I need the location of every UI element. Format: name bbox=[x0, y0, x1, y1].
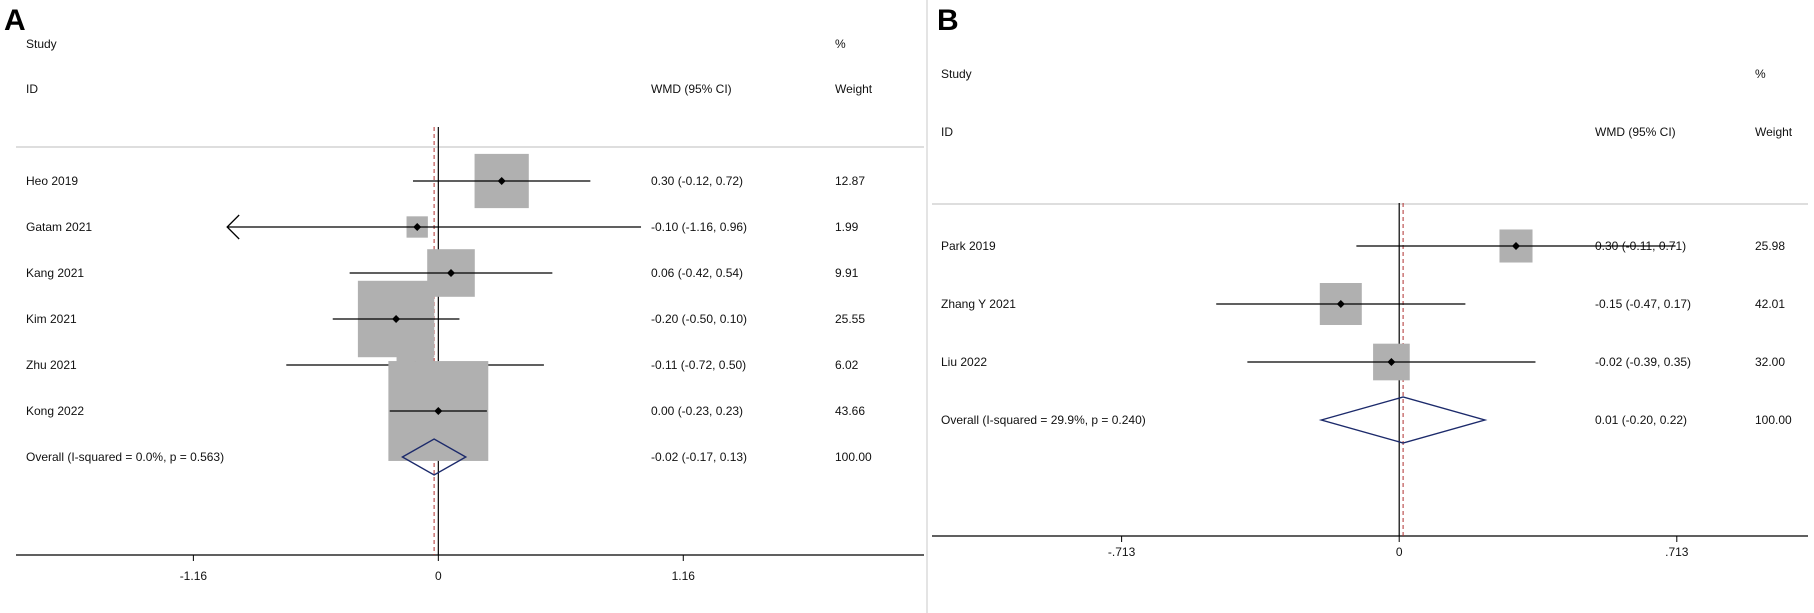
panel-a-study-label: Heo 2019 bbox=[26, 174, 78, 188]
panel-b-tick-label: -.713 bbox=[1108, 545, 1136, 559]
panel-a-study-ci: -0.11 (-0.72, 0.50) bbox=[651, 358, 746, 372]
panel-a-study-label: Kang 2021 bbox=[26, 266, 84, 280]
panel-b-header-effect: WMD (95% CI) bbox=[1595, 125, 1676, 139]
panel-a-overall-ci: -0.02 (-0.17, 0.13) bbox=[651, 450, 747, 464]
panel-b-study-label: Liu 2022 bbox=[941, 355, 987, 369]
panel-a-study-ci: 0.06 (-0.42, 0.54) bbox=[651, 266, 743, 280]
panel-a-point-estimate bbox=[434, 407, 443, 415]
panel-b-overall-diamond bbox=[1318, 396, 1488, 444]
panel-a-header-weight: Weight bbox=[835, 82, 873, 96]
panel-b-study-weight: 42.01 bbox=[1755, 297, 1785, 311]
panel-b-study-label: Park 2019 bbox=[941, 239, 996, 253]
panel-b-tick-label: 0 bbox=[1396, 545, 1403, 559]
panel-b-overall-label: Overall (I-squared = 29.9%, p = 0.240) bbox=[941, 413, 1146, 427]
panel-a-study-weight: 12.87 bbox=[835, 174, 865, 188]
panel-b-overall-weight: 100.00 bbox=[1755, 413, 1792, 427]
panel-b-point-estimate bbox=[1387, 358, 1396, 366]
panel-a-point-estimate bbox=[392, 315, 401, 323]
panel-a-study-label: Kong 2022 bbox=[26, 404, 84, 418]
panel-a-study-weight: 43.66 bbox=[835, 404, 865, 418]
panel-b: B Study ID WMD (95% CI) % Weight -.713 0.… bbox=[932, 4, 1808, 559]
panel-a-study-label: Kim 2021 bbox=[26, 312, 77, 326]
panel-b-study-ci: -0.15 (-0.47, 0.17) bbox=[1595, 297, 1691, 311]
panel-b-study-weight: 32.00 bbox=[1755, 355, 1785, 369]
panel-a-tick-label: 1.16 bbox=[672, 569, 696, 583]
panel-a-study-ci: 0.30 (-0.12, 0.72) bbox=[651, 174, 743, 188]
panel-b-study-ci: -0.02 (-0.39, 0.35) bbox=[1595, 355, 1691, 369]
panel-a-point-estimate bbox=[446, 269, 455, 277]
panel-a-overall-label: Overall (I-squared = 0.0%, p = 0.563) bbox=[26, 450, 224, 464]
panel-b-point-estimate bbox=[1336, 300, 1345, 308]
panel-b-header-id: ID bbox=[941, 125, 953, 139]
panel-b-letter: B bbox=[937, 4, 959, 37]
panel-a-header-id: ID bbox=[26, 82, 38, 96]
panel-a-study-weight: 9.91 bbox=[835, 266, 859, 280]
panel-a-study-ci: -0.10 (-1.16, 0.96) bbox=[651, 220, 747, 234]
panel-a-study-ci: 0.00 (-0.23, 0.23) bbox=[651, 404, 743, 418]
panel-a-study-label: Gatam 2021 bbox=[26, 220, 92, 234]
panel-a-point-estimate bbox=[413, 223, 422, 231]
panel-a-study-weight: 1.99 bbox=[835, 220, 859, 234]
panel-a-overall-diamond bbox=[401, 438, 468, 476]
panel-b-overall-ci: 0.01 (-0.20, 0.22) bbox=[1595, 413, 1687, 427]
panel-b-header-pct: % bbox=[1755, 67, 1766, 81]
panel-a-header-effect: WMD (95% CI) bbox=[651, 82, 732, 96]
panel-a: A Study ID WMD (95% CI) % Weight -1.16 0 1… bbox=[4, 4, 924, 583]
panel-a-study-label: Zhu 2021 bbox=[26, 358, 77, 372]
panel-a-study-ci: -0.20 (-0.50, 0.10) bbox=[651, 312, 747, 326]
panel-a-point-estimate bbox=[497, 177, 506, 185]
panel-b-study-weight: 25.98 bbox=[1755, 239, 1785, 253]
panel-a-overall-weight: 100.00 bbox=[835, 450, 872, 464]
panel-a-header-study: Study bbox=[26, 37, 57, 51]
panel-a-plot: -1.16 0 1.16 Heo 2019 0.30 (-0.12, 0.72) 12.8… bbox=[26, 127, 872, 583]
panel-a-tick-label: 0 bbox=[435, 569, 442, 583]
panel-a-letter: A bbox=[4, 4, 26, 37]
panel-a-study-weight: 6.02 bbox=[835, 358, 859, 372]
panel-a-header-pct: % bbox=[835, 37, 846, 51]
panel-a-tick-label: -1.16 bbox=[180, 569, 208, 583]
panel-b-header-weight: Weight bbox=[1755, 125, 1793, 139]
panel-b-point-estimate bbox=[1512, 242, 1520, 250]
panel-b-study-label: Zhang Y 2021 bbox=[941, 297, 1016, 311]
panel-a-study-weight: 25.55 bbox=[835, 312, 865, 326]
panel-b-tick-label: .713 bbox=[1665, 545, 1689, 559]
panel-a-ci-arrow bbox=[226, 214, 240, 240]
panel-b-header-study: Study bbox=[941, 67, 972, 81]
